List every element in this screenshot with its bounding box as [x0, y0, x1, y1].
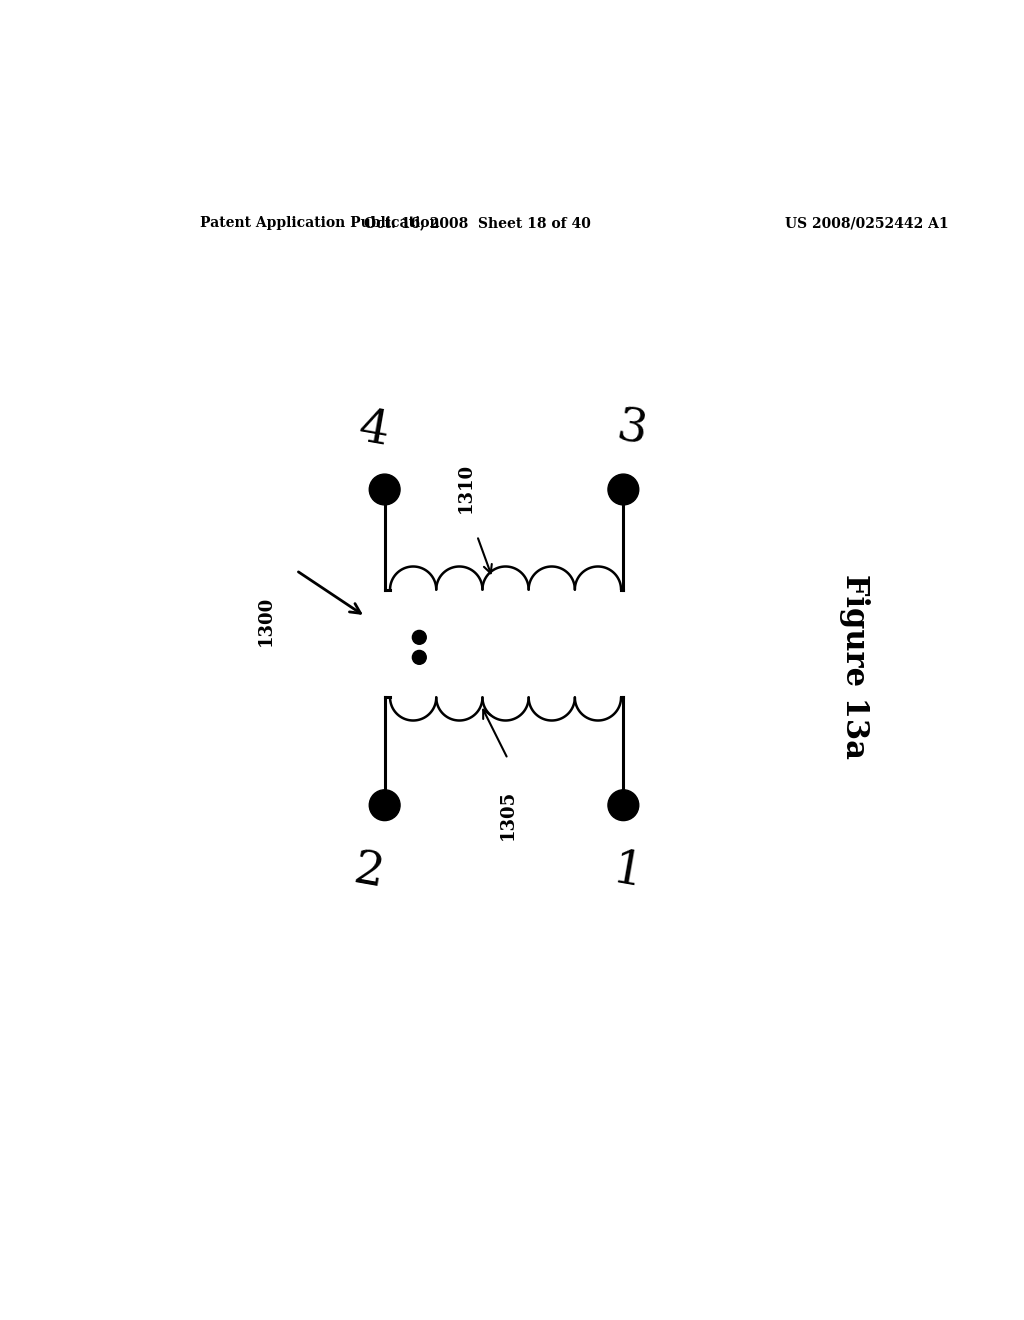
Circle shape — [608, 789, 639, 821]
Text: 2: 2 — [350, 847, 388, 898]
Text: 1305: 1305 — [499, 789, 517, 840]
Text: Figure 13a: Figure 13a — [839, 574, 869, 759]
Circle shape — [608, 474, 639, 504]
Text: Oct. 16, 2008  Sheet 18 of 40: Oct. 16, 2008 Sheet 18 of 40 — [364, 216, 591, 230]
Text: 3: 3 — [612, 405, 650, 455]
Circle shape — [370, 789, 400, 821]
Text: 4: 4 — [354, 405, 392, 455]
Text: 1: 1 — [608, 847, 646, 898]
Text: 1300: 1300 — [256, 595, 274, 645]
Text: Patent Application Publication: Patent Application Publication — [200, 216, 439, 230]
Circle shape — [413, 651, 426, 664]
Circle shape — [370, 474, 400, 504]
Circle shape — [413, 631, 426, 644]
Text: US 2008/0252442 A1: US 2008/0252442 A1 — [785, 216, 948, 230]
Text: 1310: 1310 — [457, 462, 474, 512]
